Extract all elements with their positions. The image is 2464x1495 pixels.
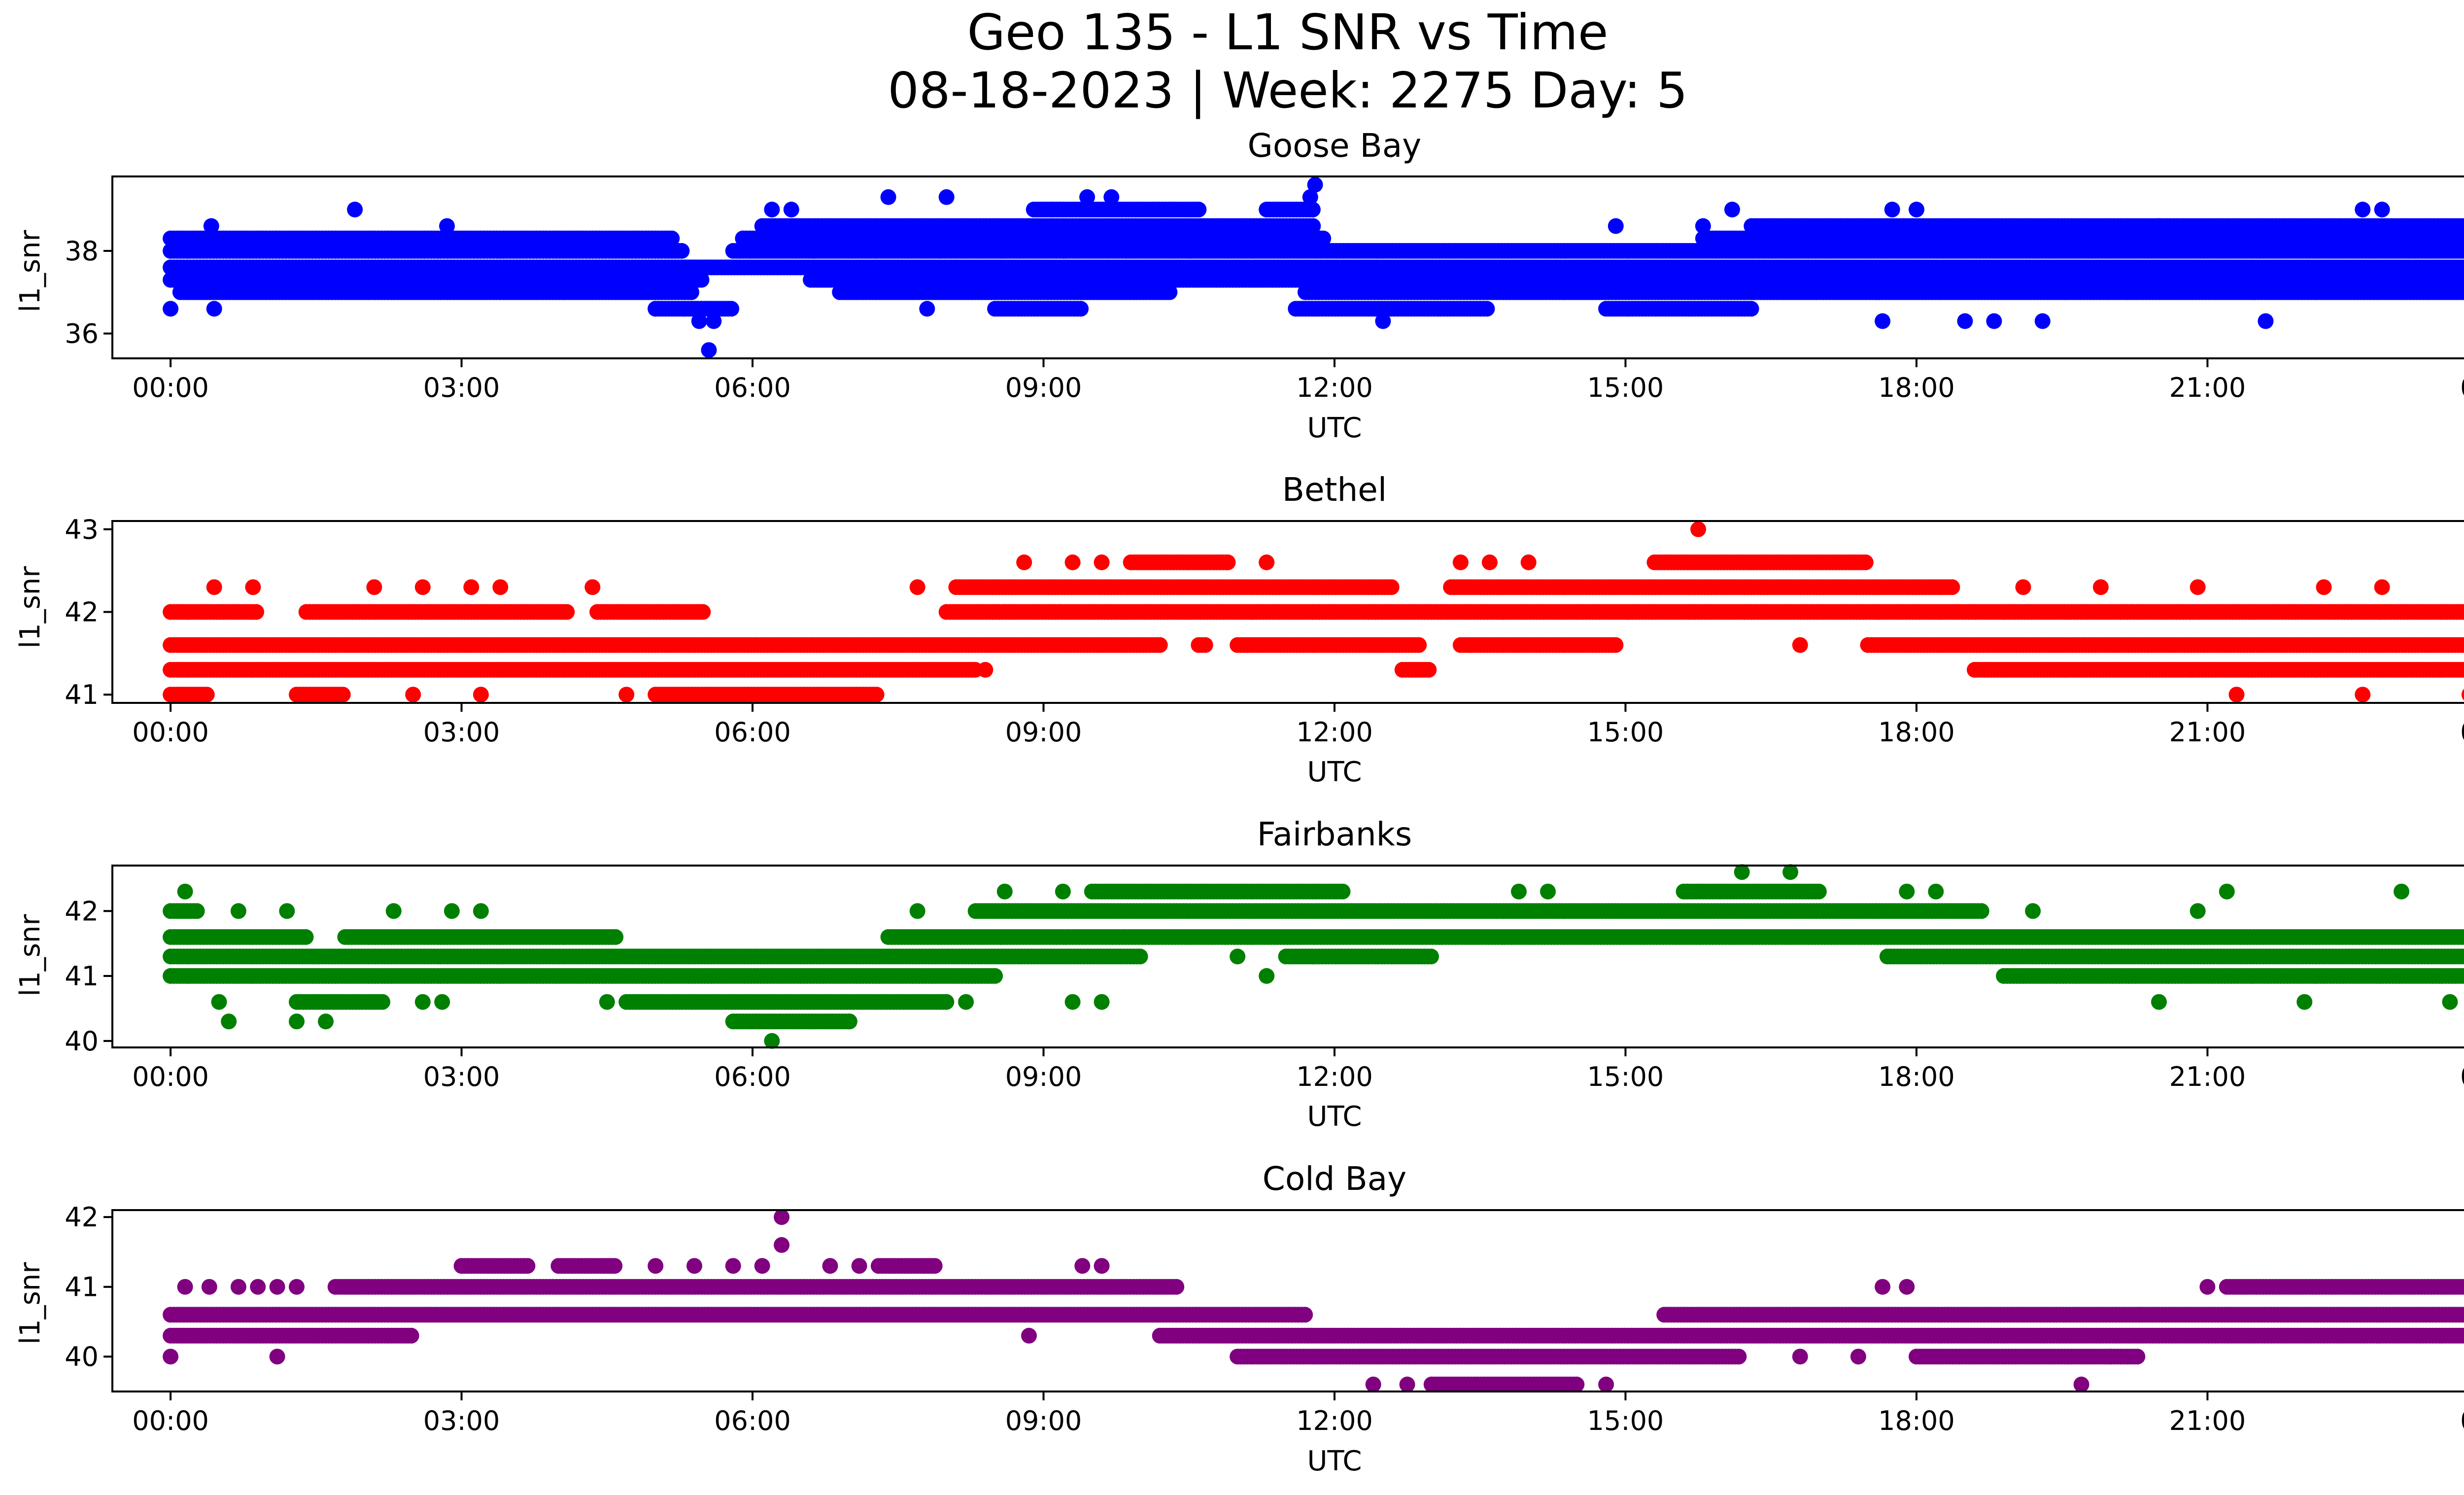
data-point [919, 301, 935, 317]
data-point [2374, 202, 2390, 218]
data-point [1315, 230, 1332, 246]
data-point [2460, 243, 2464, 258]
data-point [2151, 218, 2167, 234]
data-point [706, 313, 722, 329]
panel-title: Bethel [1282, 471, 1387, 509]
x-tick-label: 00:00 [132, 372, 209, 403]
data-point [701, 342, 717, 358]
data-point [2355, 202, 2371, 218]
data-point [1884, 202, 1900, 218]
y-tick-label: 36 [65, 318, 99, 349]
data-point [684, 284, 699, 300]
data-point [1608, 637, 1624, 653]
data-point [439, 218, 455, 234]
data-point [1421, 661, 1437, 678]
data-point [1957, 313, 1973, 329]
data-point [1073, 301, 1089, 317]
data-point [677, 301, 693, 317]
figure-title-line-2: 08-18-2023 | Week: 2275 Day: 5 [888, 62, 1687, 119]
data-point [880, 189, 896, 205]
data-point [248, 604, 265, 620]
data-point [2258, 313, 2274, 329]
data-point [1375, 313, 1391, 329]
data-point [1103, 189, 1120, 205]
figure-title-line-1: Geo 135 - L1 SNR vs Time [967, 3, 1608, 61]
x-tick-label: 18:00 [1878, 372, 1955, 403]
series-points [163, 176, 2464, 358]
data-point [1191, 202, 1207, 218]
y-tick-label: 38 [65, 236, 99, 267]
data-point [1305, 218, 1321, 234]
data-point [1724, 202, 1740, 218]
panel-title: Goose Bay [1248, 127, 1422, 165]
data-point [1045, 202, 1061, 218]
data-point [1695, 218, 1711, 234]
data-point [1411, 637, 1427, 653]
data-point [1608, 218, 1624, 234]
data-point [723, 301, 740, 317]
y-axis-label: l1_snr [14, 230, 46, 313]
data-point [764, 202, 780, 218]
data-point [693, 272, 710, 288]
data-point [1079, 189, 1095, 205]
data-point [691, 313, 707, 329]
plot-area: 00:00 03:00 06:00 09:00 12:00 15:00 18:00 21:00… [65, 175, 2464, 403]
data-point [938, 189, 955, 205]
x-tick-label: 15:00 [1587, 372, 1664, 403]
x-tick-label: 12:00 [1296, 372, 1373, 403]
data-point [1162, 284, 1178, 300]
x-tick-label: 00:00 [2460, 372, 2464, 403]
x-axis-label: UTC [1307, 412, 1362, 444]
data-point [1302, 189, 1318, 205]
data-point [1152, 637, 1168, 653]
x-tick-label: 06:00 [714, 372, 791, 403]
data-point [674, 243, 690, 259]
x-tick-label: 03:00 [423, 372, 500, 403]
data-point [648, 301, 664, 317]
x-tick-label: 09:00 [1005, 372, 1082, 403]
data-point [1909, 202, 1924, 218]
panel-goose-bay: Goose Bay 00:00 03:00 06:00 09:00 12:00 15:00… [14, 127, 2464, 444]
x-tick-label: 21:00 [2169, 372, 2246, 403]
data-point [206, 301, 222, 317]
data-point [1986, 313, 2002, 329]
data-point [664, 230, 680, 246]
data-point [2461, 261, 2464, 274]
data-point [2034, 313, 2051, 329]
data-point [1197, 637, 1213, 653]
data-point [1479, 301, 1495, 317]
data-point [783, 202, 799, 218]
data-point [347, 202, 363, 218]
data-point [1875, 313, 1891, 329]
data-point [203, 218, 219, 234]
data-point [2460, 232, 2464, 245]
data-point [163, 301, 179, 317]
data-point [1743, 301, 1759, 317]
